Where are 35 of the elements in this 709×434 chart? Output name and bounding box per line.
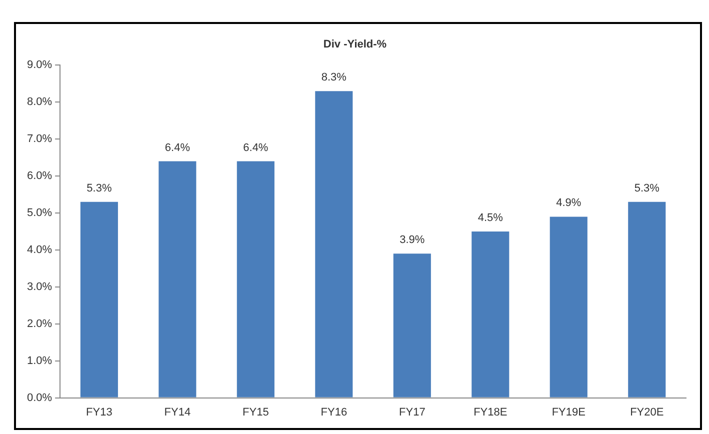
x-tick-label: FY18E <box>474 406 508 418</box>
data-label: 4.5% <box>478 212 504 224</box>
y-tick-label: 3.0% <box>26 280 52 293</box>
bar <box>158 161 196 398</box>
x-tick-label: FY20E <box>630 406 664 418</box>
y-tick-label: 6.0% <box>26 170 52 182</box>
data-label: 8.3% <box>321 72 347 84</box>
y-tick-label: 4.0% <box>26 244 52 256</box>
data-label: 6.4% <box>164 142 190 154</box>
x-tick-label: FY15 <box>242 406 269 418</box>
y-tick-label: 2.0% <box>26 318 52 330</box>
chart-title: Div -Yield-% <box>323 38 387 51</box>
data-label: 5.3% <box>86 182 112 194</box>
bar <box>393 254 431 398</box>
data-label: 6.4% <box>243 142 268 154</box>
y-tick-label: 9.0% <box>26 59 52 72</box>
x-tick-label: FY14 <box>164 406 191 418</box>
data-label: 5.3% <box>634 182 660 194</box>
bar <box>472 232 510 398</box>
x-tick-label: FY13 <box>86 406 112 418</box>
y-tick-label: 5.0% <box>26 207 52 220</box>
y-tick-label: 7.0% <box>26 133 52 146</box>
bar <box>550 216 588 398</box>
bar <box>315 91 353 398</box>
x-tick-label: FY17 <box>399 406 426 418</box>
bar <box>628 202 666 398</box>
data-label: 4.9% <box>556 197 582 210</box>
x-tick-label: FY19E <box>552 406 586 418</box>
y-tick-label: 8.0% <box>26 96 52 108</box>
x-tick-label: FY16 <box>320 406 348 418</box>
y-tick-label: 1.0% <box>26 354 52 367</box>
bar <box>236 161 274 398</box>
y-tick-label: 0.0% <box>26 392 52 404</box>
data-label: 3.9% <box>400 234 425 246</box>
bar <box>80 202 118 398</box>
